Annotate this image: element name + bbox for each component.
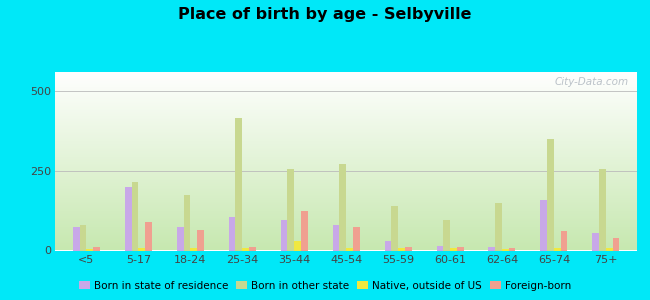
Bar — [138, 248, 145, 250]
Bar — [229, 217, 235, 250]
Bar — [437, 246, 443, 250]
Bar — [346, 248, 353, 250]
Bar — [561, 231, 567, 250]
Bar — [495, 203, 502, 250]
Bar — [145, 222, 152, 250]
Bar — [242, 248, 249, 250]
Bar — [339, 164, 346, 250]
Text: Place of birth by age - Selbyville: Place of birth by age - Selbyville — [178, 8, 472, 22]
Bar — [391, 206, 398, 250]
Bar — [73, 226, 80, 250]
Bar — [398, 248, 405, 250]
Text: City-Data.com: City-Data.com — [554, 77, 629, 87]
Bar — [457, 247, 463, 250]
Bar — [353, 226, 359, 250]
Bar — [86, 249, 93, 250]
Bar — [606, 248, 612, 250]
Legend: Born in state of residence, Born in other state, Native, outside of US, Foreign-: Born in state of residence, Born in othe… — [75, 277, 575, 295]
Bar — [80, 225, 86, 250]
Bar — [197, 230, 204, 250]
Bar — [443, 220, 450, 250]
Bar — [450, 248, 457, 250]
Bar — [599, 169, 606, 250]
Bar — [405, 247, 411, 250]
Bar — [547, 139, 554, 250]
Bar — [183, 195, 190, 250]
Bar — [509, 248, 515, 250]
Bar — [235, 118, 242, 250]
Bar — [385, 241, 391, 250]
Bar — [294, 241, 301, 250]
Bar — [592, 233, 599, 250]
Bar — [93, 247, 100, 250]
Bar — [488, 247, 495, 250]
Bar — [177, 226, 183, 250]
Bar — [287, 169, 294, 250]
Bar — [281, 220, 287, 250]
Bar — [190, 248, 197, 250]
Bar — [131, 182, 138, 250]
Bar — [554, 248, 561, 250]
Bar — [125, 187, 131, 250]
Bar — [540, 200, 547, 250]
Bar — [249, 247, 255, 250]
Bar — [612, 238, 619, 250]
Bar — [301, 211, 307, 250]
Bar — [502, 249, 509, 250]
Bar — [333, 225, 339, 250]
